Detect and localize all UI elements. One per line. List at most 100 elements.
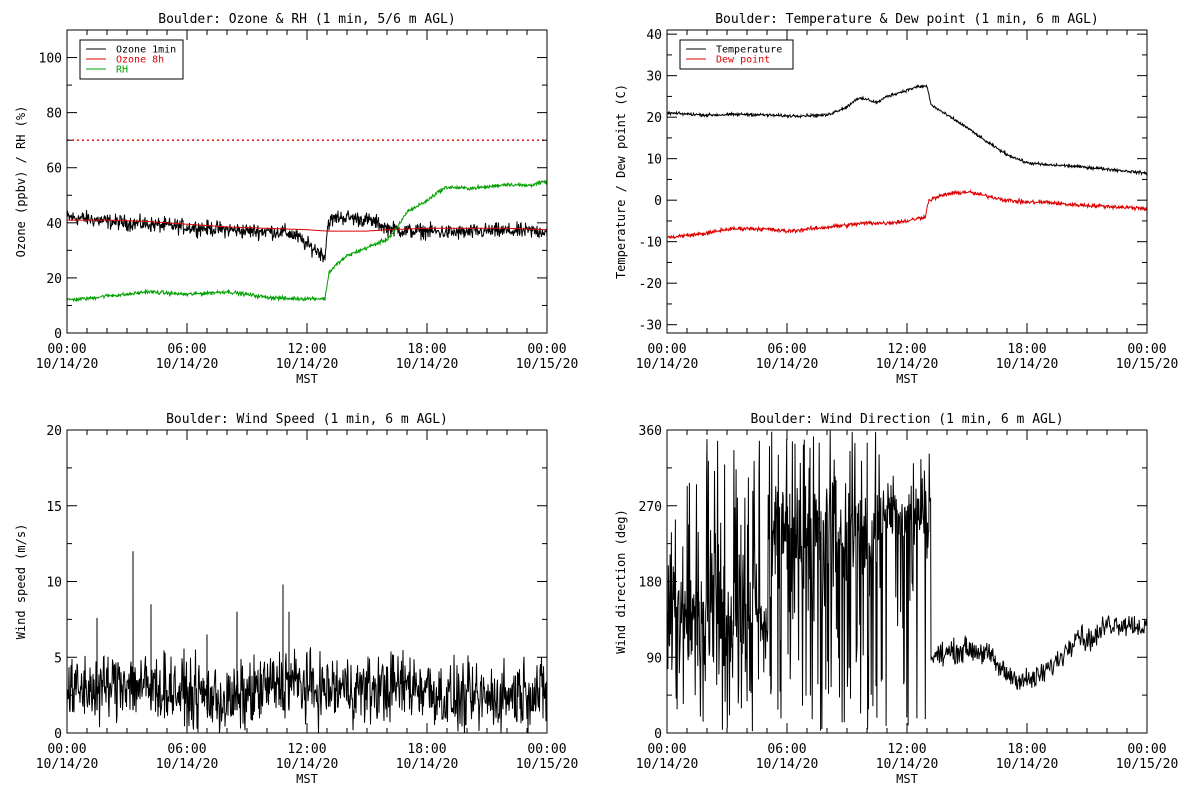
y-tick-label: 360 <box>639 424 662 439</box>
legend-label: Ozone 1min <box>116 45 176 56</box>
x-tick-date: 10/14/20 <box>996 357 1059 372</box>
legend-label: RH <box>116 65 128 76</box>
x-tick-date: 10/15/20 <box>1116 357 1179 372</box>
x-tick-date: 10/14/20 <box>996 757 1059 772</box>
y-tick-label: 80 <box>46 107 62 122</box>
y-tick-label: 10 <box>46 576 62 591</box>
chart-title: Boulder: Wind Direction (1 min, 6 m AGL) <box>750 412 1063 427</box>
plot-area <box>667 430 1147 732</box>
x-tick-label: 12:00 <box>287 742 326 757</box>
y-tick-label: 30 <box>646 70 662 85</box>
x-tick-date: 10/14/20 <box>636 357 699 372</box>
x-tick-label: 00:00 <box>1127 342 1166 357</box>
x-tick-label: 06:00 <box>167 742 206 757</box>
x-tick-date: 10/14/20 <box>756 357 819 372</box>
chart-wspd: Boulder: Wind Speed (1 min, 6 m AGL) 0 5 10… <box>14 412 578 786</box>
x-tick-label: 00:00 <box>527 742 566 757</box>
x-tick-label: 00:00 <box>647 742 686 757</box>
x-axis-label: MST <box>896 772 918 786</box>
y-tick-label: -20 <box>639 277 662 292</box>
plot-area <box>667 84 1147 240</box>
x-tick-date: 10/15/20 <box>1116 757 1179 772</box>
y-tick-label: 90 <box>646 651 662 666</box>
series-line-2 <box>67 179 547 303</box>
chart-wdir: Boulder: Wind Direction (1 min, 6 m AGL)… <box>614 412 1178 786</box>
y-tick-label: 0 <box>54 327 62 342</box>
x-tick-label: 12:00 <box>887 342 926 357</box>
x-tick-date: 10/14/20 <box>276 357 339 372</box>
y-tick-label: 20 <box>646 111 662 126</box>
x-tick-date: 10/14/20 <box>876 757 939 772</box>
x-tick-date: 10/14/20 <box>396 357 459 372</box>
series-line-1 <box>667 188 1147 240</box>
x-tick-date: 10/14/20 <box>276 757 339 772</box>
chart-temp: Boulder: Temperature & Dew point (1 min,… <box>614 12 1178 386</box>
y-tick-label: 100 <box>39 52 62 67</box>
y-tick-label: 10 <box>646 153 662 168</box>
chart-title: Boulder: Ozone & RH (1 min, 5/6 m AGL) <box>158 12 455 27</box>
y-tick-label: 0 <box>54 727 62 742</box>
x-tick-label: 00:00 <box>647 342 686 357</box>
x-tick-label: 18:00 <box>407 742 446 757</box>
y-tick-label: 40 <box>646 28 662 43</box>
x-tick-date: 10/14/20 <box>36 357 99 372</box>
x-tick-label: 18:00 <box>1007 342 1046 357</box>
y-axis-label: Wind speed (m/s) <box>14 524 28 640</box>
y-tick-label: 5 <box>54 651 62 666</box>
legend-label: Temperature <box>716 45 782 56</box>
x-tick-date: 10/14/20 <box>156 357 219 372</box>
legend-label: Dew point <box>716 55 770 66</box>
x-tick-date: 10/14/20 <box>636 757 699 772</box>
x-tick-date: 10/14/20 <box>156 757 219 772</box>
x-tick-date: 10/14/20 <box>876 357 939 372</box>
x-axis-label: MST <box>896 372 918 386</box>
series-line-1 <box>67 219 547 232</box>
y-tick-label: 15 <box>46 500 62 515</box>
y-tick-label: -30 <box>639 319 662 334</box>
y-tick-label: 270 <box>639 500 662 515</box>
y-axis-label: Wind direction (deg) <box>614 509 628 654</box>
y-tick-label: 20 <box>46 272 62 287</box>
series-line-0 <box>67 551 547 733</box>
chart-title: Boulder: Wind Speed (1 min, 6 m AGL) <box>166 412 448 427</box>
x-tick-label: 18:00 <box>1007 742 1046 757</box>
x-tick-date: 10/15/20 <box>516 757 579 772</box>
x-tick-date: 10/15/20 <box>516 357 579 372</box>
y-tick-label: 0 <box>654 727 662 742</box>
plot-frame <box>666 29 1148 334</box>
x-tick-label: 18:00 <box>407 342 446 357</box>
x-axis-label: MST <box>296 372 318 386</box>
x-axis-label: MST <box>296 772 318 786</box>
y-tick-label: 60 <box>46 162 62 177</box>
chart-ozone: Boulder: Ozone & RH (1 min, 5/6 m AGL) 0 2… <box>14 12 578 386</box>
x-tick-label: 06:00 <box>767 742 806 757</box>
y-axis-label: Ozone (ppbv) / RH (%) <box>14 106 28 258</box>
y-tick-label: 40 <box>46 217 62 232</box>
x-tick-label: 06:00 <box>167 342 206 357</box>
y-tick-label: 20 <box>46 424 62 439</box>
y-axis-label: Temperature / Dew point (C) <box>614 84 628 279</box>
y-tick-label: 180 <box>639 576 662 591</box>
x-tick-label: 00:00 <box>1127 742 1166 757</box>
x-tick-label: 00:00 <box>47 342 86 357</box>
legend-label: Ozone 8h <box>116 55 164 66</box>
x-tick-date: 10/14/20 <box>396 757 459 772</box>
series-line-0 <box>667 430 1147 732</box>
chart-title: Boulder: Temperature & Dew point (1 min,… <box>715 12 1099 27</box>
series-line-0 <box>67 209 547 263</box>
y-tick-label: 0 <box>654 194 662 209</box>
x-tick-label: 06:00 <box>767 342 806 357</box>
legend-box <box>679 39 794 70</box>
y-tick-label: -10 <box>639 236 662 251</box>
x-tick-date: 10/14/20 <box>36 757 99 772</box>
x-tick-label: 00:00 <box>527 342 566 357</box>
x-tick-label: 12:00 <box>887 742 926 757</box>
x-tick-date: 10/14/20 <box>756 757 819 772</box>
plot-area <box>67 139 547 303</box>
plot-area <box>67 551 547 733</box>
x-tick-label: 00:00 <box>47 742 86 757</box>
series-line-0 <box>667 84 1147 176</box>
